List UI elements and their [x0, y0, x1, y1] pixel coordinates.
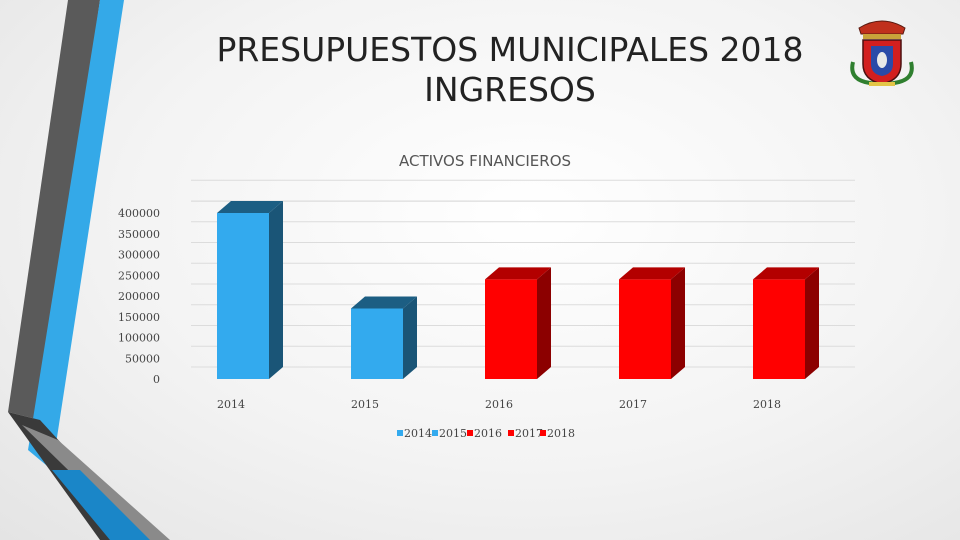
bar-front — [217, 213, 269, 379]
bar-2016 — [485, 267, 551, 379]
municipal-coat-of-arms-icon — [850, 20, 914, 86]
legend-label: 2018 — [547, 427, 575, 440]
y-tick-label: 0 — [153, 373, 160, 386]
x-axis: 2014 2015 2016 2017 2018 — [217, 398, 781, 411]
legend-label: 2016 — [474, 427, 502, 440]
chart-title: ACTIVOS FINANCIEROS — [399, 152, 571, 170]
legend-swatch — [508, 430, 514, 436]
legend-swatch — [467, 430, 473, 436]
legend-swatch — [397, 430, 403, 436]
bar-2017 — [619, 267, 685, 379]
x-tick-label: 2017 — [619, 398, 647, 411]
bar-front — [485, 279, 537, 379]
bar-side — [805, 267, 819, 379]
bar-side — [671, 267, 685, 379]
x-tick-label: 2016 — [485, 398, 513, 411]
x-tick-label: 2014 — [217, 398, 245, 411]
y-tick-label: 50000 — [125, 352, 160, 365]
gray-stripe-bottom-light — [22, 425, 170, 540]
y-tick-label: 350000 — [118, 228, 160, 241]
bar-front — [753, 279, 805, 379]
y-tick-label: 400000 — [118, 207, 160, 220]
bar-front — [351, 308, 403, 379]
legend-label: 2014 — [404, 427, 432, 440]
x-tick-label: 2018 — [753, 398, 781, 411]
y-tick-label: 100000 — [118, 332, 160, 345]
blue-stripe-bottom — [52, 470, 150, 540]
bar-top — [753, 267, 819, 280]
y-tick-label: 150000 — [118, 311, 160, 324]
bar-side — [537, 267, 551, 379]
y-tick-label: 300000 — [118, 249, 160, 262]
y-tick-label: 250000 — [118, 269, 160, 282]
slide-title-line-2: INGRESOS — [424, 70, 596, 109]
slide-title-line-1: PRESUPUESTOS MUNICIPALES 2018 — [216, 30, 804, 69]
bars — [217, 201, 819, 379]
slide-title: PRESUPUESTOS MUNICIPALES 2018 INGRESOS — [180, 30, 840, 110]
gray-stripe-top — [8, 0, 100, 420]
legend-swatch — [540, 430, 546, 436]
blue-stripe-top — [28, 0, 124, 470]
bar-2015 — [351, 296, 417, 379]
x-tick-label: 2015 — [351, 398, 379, 411]
bar-top — [217, 201, 283, 213]
legend-label: 2015 — [439, 427, 467, 440]
legend: 2014 2015 2016 2017 2018 — [397, 427, 575, 440]
bar-2014 — [217, 201, 283, 379]
bar-side — [269, 201, 283, 379]
legend-label: 2017 — [515, 427, 543, 440]
y-tick-label: 200000 — [118, 290, 160, 303]
bar-side — [403, 296, 417, 379]
bar-top — [619, 267, 685, 280]
bar-top — [351, 296, 417, 309]
legend-swatch — [432, 430, 438, 436]
y-axis: 0 50000 100000 150000 200000 250000 300000 3500… — [118, 207, 160, 386]
bar-top — [485, 267, 551, 280]
bar-2018 — [753, 267, 819, 379]
bar-front — [619, 279, 671, 379]
